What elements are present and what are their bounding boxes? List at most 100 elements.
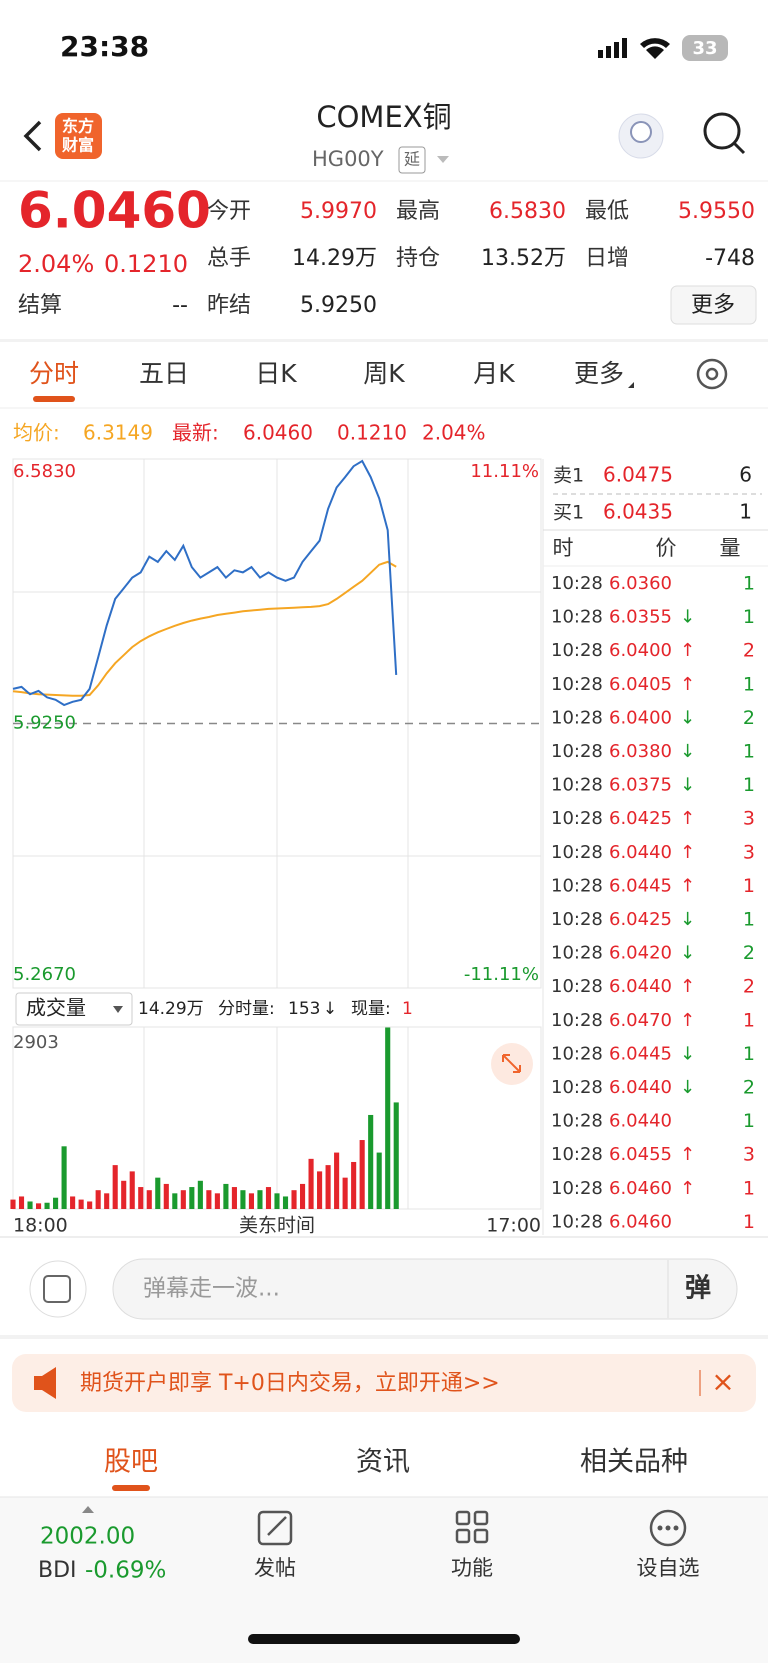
trade-time: 10:28 xyxy=(551,674,603,695)
change: 0.1210 xyxy=(104,250,188,278)
volume-bar xyxy=(146,1190,152,1209)
delay-tag: 延 xyxy=(404,150,420,169)
comment-placeholder[interactable]: 弹幕走一波... xyxy=(143,1276,280,1302)
trade-time: 10:28 xyxy=(551,1211,603,1232)
chart-tab[interactable]: 分时 xyxy=(29,359,79,388)
danmaku-button[interactable]: 弹 xyxy=(685,1274,711,1304)
field-label: 最低 xyxy=(585,199,629,224)
dropdown-arrow[interactable] xyxy=(437,156,449,163)
volume-bar xyxy=(308,1158,314,1209)
chart-tab[interactable]: 更多 xyxy=(574,359,624,388)
index-name: BDI xyxy=(38,1558,77,1583)
expand-icon xyxy=(502,1054,521,1073)
volume-bar xyxy=(27,1201,33,1209)
trade-arrow: ↑ xyxy=(680,875,695,896)
trade-qty: 1 xyxy=(743,673,755,695)
latest-change-pct: 2.04% xyxy=(422,421,486,445)
danmaku-toggle[interactable] xyxy=(29,1260,87,1318)
contract-code: HG00Y xyxy=(312,147,384,171)
y-tick-label: 2903 xyxy=(13,1032,59,1053)
trade-price: 6.0425 xyxy=(609,808,672,829)
volume-bar xyxy=(376,1152,382,1209)
logo-text: 财富 xyxy=(61,136,94,155)
content-tab[interactable]: 股吧 xyxy=(104,1447,158,1478)
trade-price: 6.0460 xyxy=(609,1211,672,1232)
banner-close[interactable]: × xyxy=(711,1365,734,1398)
volume-bar xyxy=(368,1114,374,1209)
trade-qty: 3 xyxy=(743,1144,755,1166)
volume-selector-label[interactable]: 成交量 xyxy=(26,996,86,1020)
volume-selector[interactable] xyxy=(15,992,133,1026)
trade-price: 6.0400 xyxy=(609,640,672,661)
trade-time: 10:28 xyxy=(551,1111,603,1132)
banner-text[interactable]: 期货开户即享 T+0日内交易，立即开通>> xyxy=(80,1371,500,1396)
trade-qty: 1 xyxy=(743,774,755,796)
volume-bar xyxy=(112,1165,118,1209)
nav-item[interactable]: 功能 xyxy=(451,1556,493,1580)
volume-bar xyxy=(214,1193,220,1209)
y-tick-label: 5.2670 xyxy=(13,964,76,985)
field-value: 13.52万 xyxy=(481,246,566,271)
trade-price: 6.0440 xyxy=(609,842,672,863)
volume-bar xyxy=(180,1190,186,1209)
trade-price: 6.0440 xyxy=(609,1077,672,1098)
chart-tab[interactable]: 月K xyxy=(473,359,515,388)
trade-qty: 2 xyxy=(743,942,755,964)
banner[interactable] xyxy=(12,1354,756,1412)
content-tab[interactable]: 相关品种 xyxy=(580,1447,688,1478)
volume-bar xyxy=(78,1199,84,1209)
tab-indicator xyxy=(112,1485,150,1491)
volume-bar xyxy=(291,1190,297,1209)
index-arrow xyxy=(82,1506,94,1513)
back-button[interactable] xyxy=(23,120,42,152)
trade-price: 6.0440 xyxy=(609,976,672,997)
volume-bar xyxy=(334,1152,340,1209)
nav-item[interactable]: 发帖 xyxy=(254,1556,296,1580)
volume-bar xyxy=(351,1161,357,1209)
volume-bar xyxy=(257,1190,263,1209)
volume-bar xyxy=(53,1197,59,1209)
trade-arrow: ↓ xyxy=(680,741,695,762)
book-qty: 1 xyxy=(739,500,752,524)
comment-input[interactable] xyxy=(112,1258,738,1320)
trade-price: 6.0440 xyxy=(609,1111,672,1132)
tag-box xyxy=(398,146,426,174)
volume-bar xyxy=(35,1203,42,1209)
avg-value: 6.3149 xyxy=(83,421,153,445)
more-button[interactable] xyxy=(670,285,757,325)
trade-price: 6.0360 xyxy=(609,573,672,594)
volume-bar xyxy=(61,1146,67,1209)
trade-price: 6.0425 xyxy=(609,909,672,930)
search-button[interactable] xyxy=(703,112,746,155)
volume-bar xyxy=(385,1027,391,1209)
field-value: 5.9250 xyxy=(300,293,377,318)
trade-arrow: ↑ xyxy=(680,1178,695,1199)
trade-qty: 1 xyxy=(743,1043,755,1065)
chart-tab[interactable]: 周K xyxy=(363,359,405,388)
trade-qty: 1 xyxy=(743,741,755,763)
trade-price: 6.0455 xyxy=(609,1144,672,1165)
nav-item[interactable]: 设自选 xyxy=(637,1556,700,1580)
trades-header: 量 xyxy=(720,536,741,560)
trade-time: 10:28 xyxy=(551,573,603,594)
chart-tab[interactable]: 五日 xyxy=(139,359,189,388)
volume-bar xyxy=(189,1187,195,1209)
trade-arrow: ↑ xyxy=(680,674,695,695)
trade-arrow: ↓ xyxy=(680,707,695,728)
more-button-label[interactable]: 更多 xyxy=(691,293,735,318)
field-value: -748 xyxy=(705,246,755,271)
trade-qty: 2 xyxy=(743,976,755,998)
trade-time: 10:28 xyxy=(551,909,603,930)
trade-arrow: ↓ xyxy=(680,943,695,964)
trades-header: 时 xyxy=(553,536,574,560)
trade-arrow: ↑ xyxy=(680,1010,695,1031)
field-label: 结算 xyxy=(18,293,62,318)
chart-tab[interactable]: 日K xyxy=(255,359,297,388)
trades-header: 价 xyxy=(656,536,677,560)
content-tab[interactable]: 资讯 xyxy=(356,1447,410,1478)
volume-bar xyxy=(223,1183,229,1209)
settings-icon[interactable] xyxy=(696,358,728,390)
trade-qty: 1 xyxy=(743,1009,755,1031)
y2-tick-label: -11.11% xyxy=(464,964,539,985)
field-value: 14.29万 xyxy=(292,246,377,271)
